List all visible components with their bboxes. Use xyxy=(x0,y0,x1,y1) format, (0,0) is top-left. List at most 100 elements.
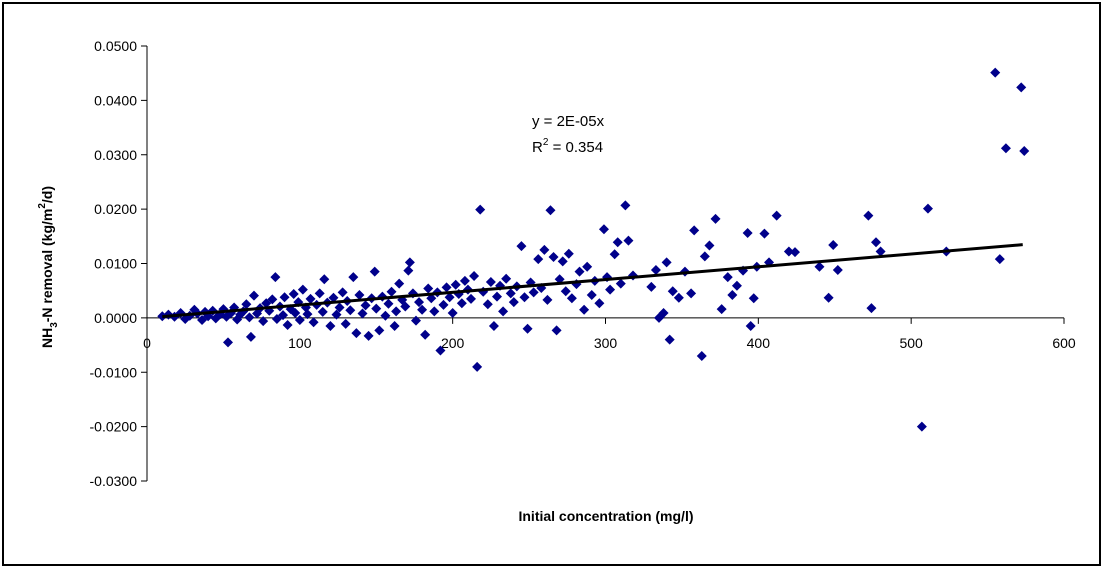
data-point xyxy=(922,203,933,214)
data-point xyxy=(386,286,397,297)
data-point xyxy=(374,325,385,336)
data-point xyxy=(832,265,843,276)
data-point xyxy=(319,274,330,285)
data-point xyxy=(731,280,742,291)
y-tick-label: -0.0100 xyxy=(90,364,138,380)
y-tick-label: -0.0200 xyxy=(90,419,138,435)
data-point xyxy=(328,292,339,303)
data-point xyxy=(673,292,684,303)
data-point xyxy=(417,304,428,315)
data-point xyxy=(508,297,519,308)
data-point xyxy=(348,272,359,283)
data-point xyxy=(258,316,269,327)
r-squared: R2 = 0.354 xyxy=(532,137,603,156)
data-point xyxy=(623,235,634,246)
data-point xyxy=(245,331,256,342)
data-point xyxy=(447,307,458,318)
data-point xyxy=(582,261,593,272)
data-point xyxy=(522,323,533,334)
data-point xyxy=(505,288,516,299)
data-point xyxy=(875,246,886,257)
data-point xyxy=(548,251,559,262)
data-point xyxy=(620,200,631,211)
trendline-equation: y = 2E-05x xyxy=(532,113,605,130)
data-point xyxy=(745,321,756,332)
data-point xyxy=(594,298,605,309)
data-point xyxy=(334,302,345,313)
data-point xyxy=(990,67,1001,78)
data-point xyxy=(394,278,405,289)
data-point xyxy=(566,293,577,304)
data-point xyxy=(699,251,710,262)
data-point xyxy=(533,254,544,265)
data-point xyxy=(383,298,394,309)
data-point xyxy=(491,291,502,302)
data-point xyxy=(400,301,411,312)
data-point xyxy=(579,304,590,315)
data-point xyxy=(771,210,782,221)
data-point xyxy=(710,213,721,224)
x-tick-label: 400 xyxy=(747,335,771,351)
data-point xyxy=(539,244,550,255)
y-tick-label: 0.0200 xyxy=(94,201,137,217)
data-point xyxy=(410,315,421,326)
data-point xyxy=(658,307,669,318)
data-point xyxy=(516,241,527,252)
data-point xyxy=(302,309,313,320)
data-point xyxy=(664,334,675,345)
data-point xyxy=(248,290,259,301)
data-point xyxy=(866,303,877,314)
data-point xyxy=(314,288,325,299)
data-point xyxy=(501,273,512,284)
data-point xyxy=(475,204,486,215)
data-point xyxy=(294,315,305,326)
data-point xyxy=(563,248,574,259)
y-tick-label: 0.0300 xyxy=(94,147,137,163)
data-point xyxy=(450,279,461,290)
data-point xyxy=(438,299,449,310)
data-point xyxy=(916,421,927,432)
data-point xyxy=(469,271,480,282)
data-point xyxy=(727,290,738,301)
y-tick-label: -0.0300 xyxy=(90,473,138,489)
data-point xyxy=(459,275,470,286)
data-point xyxy=(759,228,770,239)
data-point xyxy=(305,293,316,304)
data-point xyxy=(994,254,1005,265)
data-point xyxy=(414,297,425,308)
data-point xyxy=(466,293,477,304)
data-point xyxy=(369,266,380,277)
data-point xyxy=(380,310,391,321)
data-point xyxy=(667,286,678,297)
data-point xyxy=(686,288,697,299)
y-tick-label: 0.0000 xyxy=(94,310,137,326)
data-point xyxy=(282,319,293,330)
data-point xyxy=(420,329,431,340)
data-point xyxy=(871,237,882,248)
data-point xyxy=(363,330,374,341)
data-point xyxy=(609,249,620,260)
data-point xyxy=(519,292,530,303)
data-point xyxy=(689,225,700,236)
data-point xyxy=(488,321,499,332)
trendline xyxy=(162,243,1023,319)
x-axis-title: Initial concentration (mg/l) xyxy=(518,508,693,524)
data-point xyxy=(545,205,556,216)
x-tick-label: 300 xyxy=(594,335,618,351)
data-point xyxy=(317,306,328,317)
data-point xyxy=(267,294,278,305)
x-tick-label: 100 xyxy=(288,335,312,351)
data-point xyxy=(790,247,801,258)
y-axis-title: NH3-N removal (kg/m2/d) xyxy=(37,186,60,348)
data-point xyxy=(279,292,290,303)
data-point xyxy=(542,294,553,305)
data-point xyxy=(696,350,707,361)
y-ticks: 0.0500 0.0400 0.0300 0.0200 0.0100 0.0000 -0.0… xyxy=(90,38,147,489)
data-point xyxy=(863,210,874,221)
data-point xyxy=(403,265,414,276)
data-point xyxy=(828,240,839,251)
data-point xyxy=(783,246,794,257)
data-point xyxy=(360,300,371,311)
data-point xyxy=(371,303,382,314)
